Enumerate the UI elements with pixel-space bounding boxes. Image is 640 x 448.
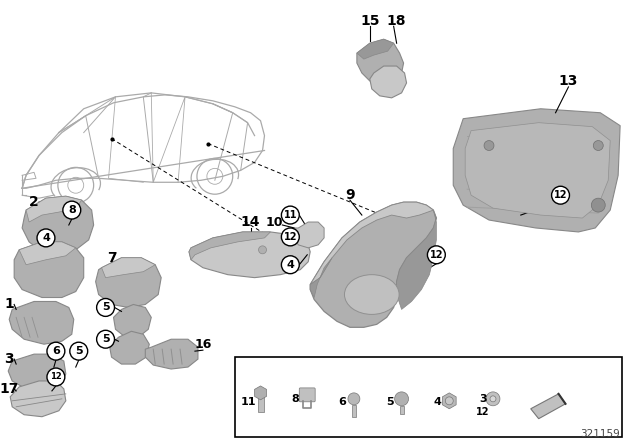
Polygon shape [310, 202, 436, 327]
FancyBboxPatch shape [300, 388, 315, 402]
Circle shape [395, 392, 408, 406]
Polygon shape [357, 39, 394, 59]
Polygon shape [294, 222, 324, 248]
Text: 4: 4 [286, 260, 294, 270]
Ellipse shape [344, 275, 399, 314]
Bar [257, 394, 264, 412]
Text: 5: 5 [386, 397, 394, 407]
Text: 11: 11 [284, 210, 297, 220]
Text: 12: 12 [476, 407, 490, 417]
Circle shape [259, 246, 266, 254]
Text: 5: 5 [102, 302, 109, 312]
Text: 10: 10 [266, 215, 283, 228]
Polygon shape [465, 123, 610, 218]
Text: 6: 6 [52, 346, 60, 356]
Circle shape [428, 246, 445, 264]
Bar [352, 405, 356, 417]
Text: 12: 12 [429, 250, 443, 260]
Polygon shape [397, 210, 436, 310]
Circle shape [552, 186, 570, 204]
Polygon shape [109, 331, 149, 364]
Polygon shape [9, 302, 74, 344]
Text: 14: 14 [241, 215, 260, 229]
Polygon shape [357, 39, 404, 84]
Circle shape [97, 330, 115, 348]
Text: 11: 11 [241, 397, 257, 407]
Circle shape [490, 396, 496, 402]
Polygon shape [26, 196, 82, 222]
Polygon shape [14, 242, 84, 297]
Text: 12: 12 [554, 190, 567, 200]
Polygon shape [113, 305, 151, 337]
Circle shape [282, 256, 300, 274]
Polygon shape [102, 258, 156, 278]
Polygon shape [310, 202, 433, 284]
Circle shape [63, 201, 81, 219]
Text: 13: 13 [559, 74, 578, 88]
Circle shape [97, 298, 115, 316]
Text: 7: 7 [107, 251, 116, 265]
Text: 5: 5 [75, 346, 83, 356]
Text: 15: 15 [360, 14, 380, 28]
Polygon shape [531, 394, 566, 419]
Polygon shape [370, 66, 406, 98]
Text: 321159: 321159 [580, 429, 620, 439]
Text: 4: 4 [433, 397, 442, 407]
Circle shape [47, 368, 65, 386]
Polygon shape [22, 196, 93, 255]
Text: 12: 12 [284, 232, 297, 242]
Polygon shape [310, 258, 332, 297]
Circle shape [282, 228, 300, 246]
Circle shape [282, 206, 300, 224]
Text: 3: 3 [4, 352, 14, 366]
Polygon shape [189, 232, 271, 260]
Text: 3: 3 [479, 394, 487, 404]
Text: 12: 12 [50, 372, 62, 382]
Text: 5: 5 [102, 334, 109, 344]
Polygon shape [95, 258, 161, 307]
Text: 8: 8 [291, 394, 299, 404]
Text: 1: 1 [4, 297, 14, 311]
Polygon shape [453, 109, 620, 232]
Circle shape [348, 393, 360, 405]
Polygon shape [10, 381, 66, 417]
Text: 6: 6 [338, 397, 346, 407]
Polygon shape [145, 339, 198, 369]
Polygon shape [19, 242, 76, 265]
Circle shape [37, 229, 55, 247]
Text: 16: 16 [194, 338, 212, 351]
Polygon shape [189, 232, 310, 278]
Text: 17: 17 [0, 382, 19, 396]
Circle shape [593, 141, 604, 151]
Text: 9: 9 [345, 188, 355, 202]
Text: 8: 8 [68, 205, 76, 215]
Bar [235, 357, 622, 437]
Text: 4: 4 [42, 233, 50, 243]
Text: 18: 18 [387, 14, 406, 28]
Circle shape [484, 141, 494, 151]
Circle shape [445, 397, 453, 405]
Circle shape [47, 342, 65, 360]
Circle shape [591, 198, 605, 212]
Circle shape [486, 392, 500, 406]
Text: 2: 2 [29, 195, 39, 209]
Polygon shape [8, 354, 66, 389]
Circle shape [70, 342, 88, 360]
Bar [399, 406, 404, 414]
